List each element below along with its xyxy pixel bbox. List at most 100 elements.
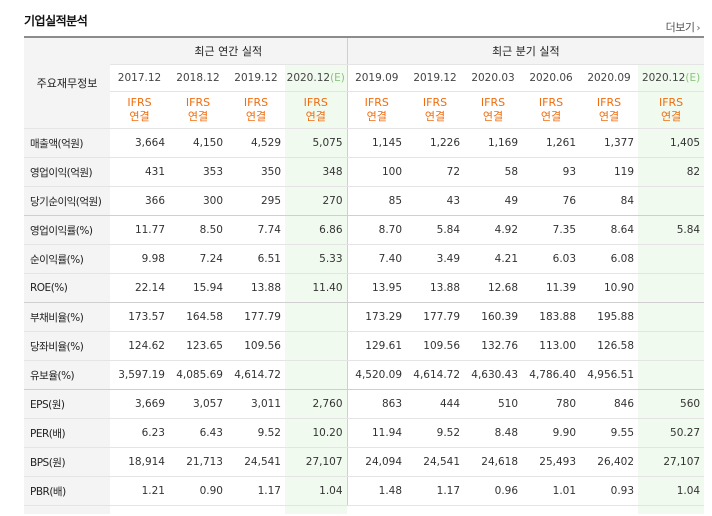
- quarter-date: 2019.09: [347, 64, 407, 92]
- table-cell: [285, 331, 348, 361]
- table-cell: 15.94: [169, 273, 227, 303]
- consolidated-label: 연결: [598, 110, 620, 123]
- quarter-date: 2020.09: [580, 64, 639, 92]
- table-cell: 24,094: [347, 447, 407, 477]
- table-cell: 4,786.40: [522, 360, 581, 390]
- table-cell: 300: [169, 186, 227, 216]
- table-cell: 846: [580, 389, 639, 419]
- table-cell: 183.88: [522, 302, 581, 332]
- quarter-date-label: 2020.12: [641, 72, 686, 84]
- row-label: PER(배): [24, 418, 110, 448]
- table-cell: 4,614.72: [406, 360, 465, 390]
- table-cell: 1,145: [347, 128, 407, 158]
- table-cell-partial: [169, 506, 227, 515]
- table-cell: 4,520.09: [347, 360, 407, 390]
- table-cell: 4,150: [169, 128, 227, 158]
- table-row: 당기순이익(억원) 366 300 295 270 85 43 49 76 84: [24, 186, 705, 216]
- ifrs-basis-cell: IFRS 연결: [227, 91, 285, 129]
- quarter-date-estimate: 2020.12(E): [638, 64, 705, 92]
- ifrs-label: IFRS: [658, 96, 684, 109]
- table-cell: 126.58: [580, 331, 639, 361]
- table-cell: 6.03: [522, 244, 581, 274]
- table-cell: 8.70: [347, 215, 407, 245]
- ifrs-basis-cell: IFRS 연결: [522, 91, 581, 129]
- table-cell: 353: [169, 157, 227, 187]
- table-row: 영업이익률(%) 11.77 8.50 7.74 6.86 8.70 5.84 4.92 7.3…: [24, 215, 705, 245]
- row-label: 부채비율(%): [24, 302, 110, 332]
- table-cell: 22.14: [110, 273, 169, 303]
- section-title: 기업실적분석: [24, 14, 88, 28]
- table-cell: 8.64: [580, 215, 639, 245]
- table-cell: 4.21: [464, 244, 523, 274]
- table-cell: 3,057: [169, 389, 227, 419]
- table-cell-partial: [110, 506, 169, 515]
- table-cell: 780: [522, 389, 581, 419]
- row-label: 매출액(억원): [24, 128, 110, 158]
- table-cell: 295: [227, 186, 285, 216]
- table-cell: 5.84: [638, 215, 705, 245]
- table-cell: 4.92: [464, 215, 523, 245]
- row-label: 순이익률(%): [24, 244, 110, 274]
- table-cell: 348: [285, 157, 348, 187]
- table-cell: 24,618: [464, 447, 523, 477]
- table-cell: [638, 360, 705, 390]
- table-cell: 160.39: [464, 302, 523, 332]
- table-cell: 6.08: [580, 244, 639, 274]
- table-cell: 24,541: [406, 447, 465, 477]
- table-cell-partial: [522, 506, 580, 515]
- ifrs-label: IFRS: [243, 96, 269, 109]
- table-cell: 173.57: [110, 302, 169, 332]
- table-cell: 0.93: [580, 476, 639, 506]
- table-cell: 9.90: [522, 418, 581, 448]
- table-cell: 58: [464, 157, 523, 187]
- table-cell-partial: [464, 506, 522, 515]
- table-cell: 8.48: [464, 418, 523, 448]
- ifrs-basis-cell: IFRS 연결: [347, 91, 407, 129]
- table-cell: 109.56: [406, 331, 465, 361]
- table-cell-partial: [285, 505, 348, 514]
- more-link[interactable]: 더보기 ›: [666, 19, 701, 35]
- quarter-date: 2020.03: [464, 64, 523, 92]
- table-cell: 13.88: [227, 273, 285, 303]
- ifrs-label: IFRS: [127, 96, 152, 109]
- ifrs-basis-cell: IFRS 연결: [169, 91, 227, 129]
- table-cell: 85: [347, 186, 407, 216]
- table-cell: 195.88: [580, 302, 639, 332]
- table-row: ROE(%) 22.14 15.94 13.88 11.40 13.95 13.88 12.6…: [24, 273, 705, 303]
- table-cell: [638, 302, 705, 332]
- table-cell: 27,107: [285, 447, 348, 477]
- consolidated-label: 연결: [540, 110, 562, 123]
- table-cell: 9.98: [110, 244, 169, 274]
- table-cell: 1,169: [464, 128, 523, 158]
- table-cell: 21,713: [169, 447, 227, 477]
- ifrs-basis-cell: IFRS 연결: [406, 91, 465, 129]
- table-cell: 3.49: [406, 244, 465, 274]
- ifrs-label: IFRS: [364, 96, 389, 109]
- annual-date-label: 2020.12: [286, 72, 331, 84]
- table-cell: 11.94: [347, 418, 407, 448]
- consolidated-label: 연결: [245, 110, 267, 123]
- row-label: 당좌비율(%): [24, 331, 110, 361]
- table-cell: 93: [522, 157, 581, 187]
- table-cell: 10.90: [580, 273, 639, 303]
- ifrs-basis-cell: IFRS 연결: [638, 91, 705, 129]
- table-cell-partial: [24, 505, 110, 514]
- row-label: 영업이익(억원): [24, 157, 110, 187]
- table-cell: 1.21: [110, 476, 169, 506]
- table-cell: 129.61: [347, 331, 407, 361]
- table-row: 부채비율(%) 173.57 164.58 177.79 173.29 177.79 160…: [24, 302, 705, 332]
- table-cell: 12.68: [464, 273, 523, 303]
- table-cell: 124.62: [110, 331, 169, 361]
- table-cell: 10.20: [285, 418, 348, 448]
- ifrs-label: IFRS: [480, 96, 506, 109]
- table-cell: 177.79: [406, 302, 465, 332]
- ifrs-basis-cell: IFRS 연결: [580, 91, 639, 129]
- table-cell: 4,956.51: [580, 360, 639, 390]
- ifrs-label: IFRS: [422, 96, 448, 109]
- table-row: 당좌비율(%) 124.62 123.65 109.56 129.61 109.56 132…: [24, 331, 705, 361]
- table-cell: [638, 273, 705, 303]
- table-cell: 0.90: [169, 476, 227, 506]
- chevron-right-icon: ›: [696, 23, 701, 34]
- table-cell: 119: [580, 157, 639, 187]
- table-cell: 431: [110, 157, 169, 187]
